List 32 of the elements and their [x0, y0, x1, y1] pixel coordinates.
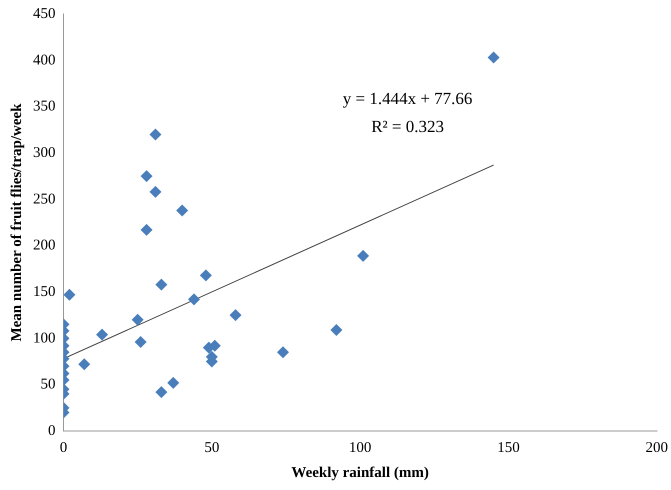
point — [188, 293, 200, 306]
y-tick-label: 350 — [33, 98, 56, 115]
x-tick-label: 200 — [646, 440, 668, 456]
y-tick-label: 450 — [33, 6, 56, 22]
y-tick-label: 300 — [33, 144, 56, 161]
annotation: y = 1.444x + 77.66 — [342, 89, 472, 108]
point — [155, 278, 168, 291]
x-axis-title: Weekly rainfall (mm) — [291, 464, 429, 481]
x-tick-label: 150 — [497, 440, 520, 456]
point — [230, 309, 242, 322]
y-tick-label: 50 — [40, 376, 56, 393]
point — [176, 204, 188, 216]
x-tick-label: 50 — [204, 440, 220, 456]
point — [149, 186, 162, 198]
y-tick-label: 250 — [33, 191, 56, 208]
point — [140, 224, 153, 236]
y-tick-label: 200 — [33, 238, 56, 254]
y-tick-label: 100 — [33, 330, 56, 346]
y-axis-title: Mean number of fruit flies/trap/week — [8, 102, 25, 342]
annotation: R² = 0.323 — [371, 117, 444, 136]
y-tick-label: 150 — [33, 284, 56, 300]
point — [132, 314, 144, 326]
x-tick-label: 100 — [348, 440, 372, 456]
x-tick-label: 0 — [60, 440, 68, 456]
point — [149, 128, 162, 140]
point — [140, 170, 153, 182]
point — [200, 269, 212, 282]
point — [134, 336, 147, 348]
y-tick-label: 400 — [33, 52, 56, 68]
point — [167, 376, 180, 389]
point — [155, 386, 168, 398]
y-tick-label: 0 — [48, 422, 56, 439]
